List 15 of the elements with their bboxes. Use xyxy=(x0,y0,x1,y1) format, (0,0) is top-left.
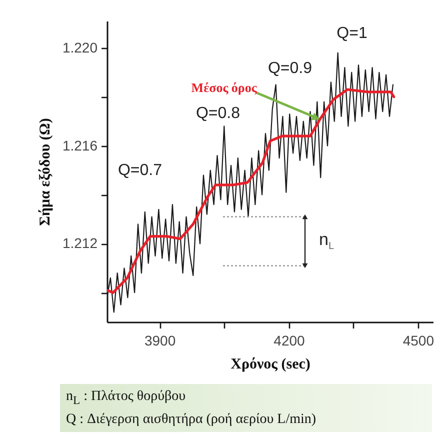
x-tick-label: 3900 xyxy=(144,332,176,348)
y-tick-label: 1.212 xyxy=(62,235,98,252)
x-tick-label: 4500 xyxy=(402,332,434,348)
text: Q : Διέγερση αισθητήρα (ροή αερίου L/min) xyxy=(66,410,318,429)
annotation: Q=0.8 xyxy=(196,105,240,122)
annotation: Q=0.9 xyxy=(268,60,312,77)
annotation: Q=0.7 xyxy=(118,162,162,179)
y-tick-label: 1.216 xyxy=(62,137,98,154)
y-tick-label: 1.220 xyxy=(62,39,98,56)
annotation: Μέσος όρος xyxy=(191,80,258,95)
annotation: Q=1 xyxy=(336,25,368,42)
y-axis-title: Σήμα εξόδου (Ω) xyxy=(37,118,54,226)
text: n$_{L}$ : Πλάτος θορύβου xyxy=(66,388,187,409)
x-axis-title: Χρόνος (sec) xyxy=(230,356,310,372)
x-tick-label: 4200 xyxy=(274,332,306,348)
